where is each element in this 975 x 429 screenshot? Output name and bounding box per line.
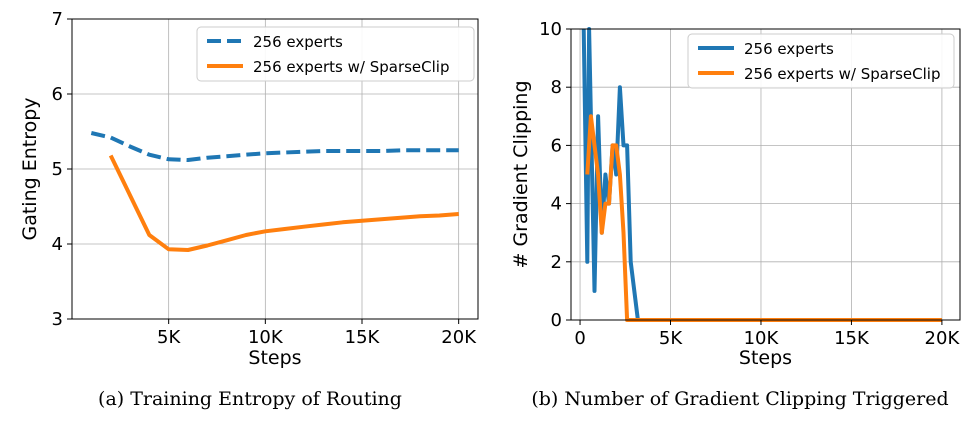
panel-b-x-axis-label: Steps — [739, 347, 792, 369]
legend-label: 256 experts — [744, 40, 834, 58]
x-tick-label: 5K — [157, 327, 181, 348]
x-tick-label: 5K — [659, 328, 683, 349]
legend-label: 256 experts — [253, 33, 343, 51]
x-tick-label: 15K — [345, 327, 381, 348]
y-tick-label: 6 — [52, 84, 63, 105]
panel-b-ticks: 0 5K 10K 15K 20K 0 2 4 6 8 10 — [539, 19, 960, 349]
y-tick-label: 8 — [551, 77, 562, 98]
x-tick-label: 10K — [248, 327, 284, 348]
y-tick-label: 2 — [551, 252, 562, 273]
legend-label: 256 experts w/ SparseClip — [253, 58, 450, 76]
legend-box — [687, 33, 955, 89]
x-tick-label: 20K — [925, 328, 961, 349]
panel-b-gradient-clipping-chart: 0 5K 10K 15K 20K 0 2 4 6 8 10 Steps # Gradient Cli… — [510, 19, 961, 369]
y-tick-label: 5 — [52, 159, 63, 180]
panel-b-y-axis-label: # Gradient Clipping — [510, 80, 532, 268]
panel-a-series-lines — [90, 131, 459, 252]
panel-a-x-axis-label: Steps — [248, 347, 301, 369]
y-tick-label: 4 — [52, 234, 63, 255]
panel-b-legend: 256 experts 256 experts w/ SparseClip — [687, 33, 955, 89]
x-tick-label: 15K — [834, 328, 870, 349]
panel-b-plot-frame — [570, 28, 961, 321]
panel-a-entropy-chart: 5K 10K 15K 20K 3 4 5 6 7 Steps Gating Entropy 25… — [19, 9, 479, 369]
legend-label: 256 experts w/ SparseClip — [744, 65, 941, 83]
y-tick-label: 7 — [52, 9, 63, 30]
series-line-2 — [108, 154, 459, 252]
legend-box — [196, 26, 475, 82]
panel-b-caption: (b) Number of Gradient Clipping Triggere… — [531, 388, 949, 410]
y-tick-label: 10 — [539, 19, 562, 40]
panel-a-caption: (a) Training Entropy of Routing — [98, 388, 402, 410]
x-tick-label: 0 — [574, 328, 585, 349]
series-line-1 — [90, 131, 459, 162]
y-tick-label: 6 — [551, 135, 562, 156]
panel-a-y-axis-label: Gating Entropy — [19, 97, 41, 240]
y-tick-label: 0 — [551, 310, 562, 331]
x-tick-label: 10K — [744, 328, 780, 349]
series-line-2 — [585, 114, 942, 322]
x-tick-label: 20K — [441, 327, 477, 348]
panel-a-ticks: 5K 10K 15K 20K 3 4 5 6 7 — [52, 9, 478, 348]
y-tick-label: 4 — [551, 194, 562, 215]
panel-a-legend: 256 experts 256 experts w/ SparseClip — [196, 26, 475, 82]
y-tick-label: 3 — [52, 309, 63, 330]
